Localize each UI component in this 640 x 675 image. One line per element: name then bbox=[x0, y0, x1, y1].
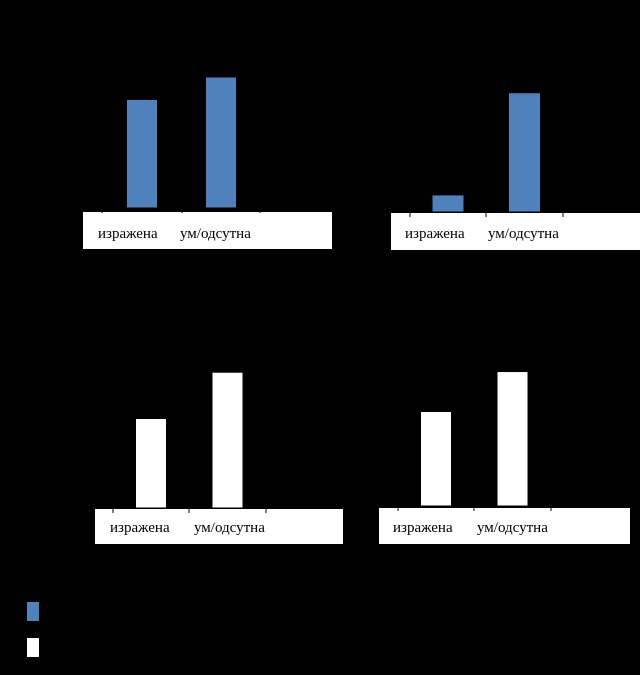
category-label-box bbox=[379, 508, 630, 544]
category-label: изражена bbox=[405, 226, 465, 242]
category-label: ум/одсутна bbox=[477, 520, 548, 536]
bar-2 bbox=[497, 372, 528, 506]
chart-panel-3: изражена ум/одсутна bbox=[95, 329, 343, 544]
category-label: ум/одсутна bbox=[488, 226, 559, 242]
bar-2 bbox=[509, 93, 540, 212]
category-label-box bbox=[391, 213, 640, 250]
chart-panel-4: изражена ум/одсутна bbox=[379, 317, 630, 544]
category-label-box bbox=[95, 509, 343, 544]
chart-panel-1: изражена ум/одсутна bbox=[83, 27, 332, 249]
bar-1 bbox=[432, 195, 464, 212]
bar-1 bbox=[127, 100, 157, 208]
legend-swatch-2 bbox=[27, 638, 39, 657]
bar-2 bbox=[206, 77, 236, 208]
chart-panel-2: изражена ум/одсутна bbox=[391, 21, 640, 250]
bar-1 bbox=[136, 419, 166, 508]
category-label: ум/одсутна bbox=[194, 520, 265, 536]
category-label: изражена bbox=[110, 520, 170, 536]
legend-swatch-1 bbox=[27, 602, 39, 621]
bar-2 bbox=[212, 372, 243, 508]
category-label: ум/одсутна bbox=[180, 226, 251, 242]
category-label: изражена bbox=[393, 520, 453, 536]
category-label: изражена bbox=[98, 226, 158, 242]
bar-1 bbox=[421, 412, 451, 506]
category-label-box bbox=[83, 212, 332, 249]
